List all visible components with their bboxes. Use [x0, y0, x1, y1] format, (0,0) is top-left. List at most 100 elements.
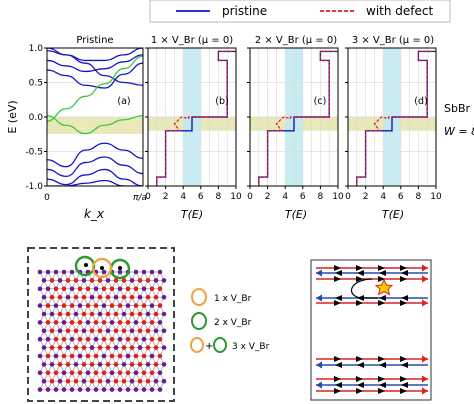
panel-c-xtick-2: 4	[282, 192, 288, 202]
panel-b-xtick-1: 2	[163, 192, 169, 202]
lattice-atom	[133, 336, 139, 342]
panel-a-ytick-0: 1.0	[29, 44, 44, 54]
lattice-atom	[145, 362, 151, 367]
panel-b-xlabel: T(E)	[181, 208, 203, 221]
band-line-9	[47, 179, 143, 186]
edge-arrow	[357, 270, 364, 276]
edge-arrow-head	[316, 381, 322, 389]
lattice-atom	[113, 378, 119, 384]
lattice-atom	[149, 286, 155, 292]
vacancy-dot-1	[84, 263, 88, 267]
lattice-atom	[65, 378, 71, 384]
panel-d-xtick-4: 8	[416, 192, 422, 202]
lattice-atom	[89, 345, 95, 350]
lattice-atom	[125, 303, 131, 308]
edge-arrow	[356, 276, 363, 282]
panel-c-xtick-1: 2	[265, 192, 271, 202]
edge-arrow	[357, 382, 364, 388]
panel-a-ytick-2: 0.0	[29, 113, 44, 123]
edge-arrow	[356, 376, 363, 382]
lattice-atom	[57, 345, 63, 350]
lattice-atom	[113, 362, 119, 367]
lattice-atom	[49, 278, 55, 283]
lattice-atom	[161, 294, 167, 300]
lattice-atom	[49, 328, 55, 334]
panel-b-xtick-4: 8	[216, 192, 222, 202]
lattice-atom	[81, 345, 87, 350]
lattice-atom	[81, 378, 87, 384]
edge-arrow	[379, 270, 386, 276]
lattice-atom	[117, 370, 123, 376]
edge-arrow	[378, 388, 385, 394]
lattice-atom	[153, 294, 159, 300]
lattice-atom	[61, 387, 67, 392]
edge-arrow-head	[316, 294, 322, 302]
edge-arrow	[356, 300, 363, 306]
lattice-atom	[133, 303, 139, 308]
lattice-atom	[45, 387, 51, 392]
lattice-atom	[89, 328, 95, 334]
lattice-atom	[77, 286, 83, 292]
lattice-atom	[157, 370, 163, 376]
lattice-atom	[41, 294, 47, 300]
lattice-atom	[113, 345, 119, 350]
lattice-atom	[77, 387, 83, 392]
lattice-atom	[141, 320, 147, 325]
lattice-atom	[81, 328, 87, 334]
lattice-atom	[73, 278, 79, 283]
panel-a-series	[47, 48, 143, 186]
lattice-atom	[105, 311, 111, 317]
lattice-atom	[105, 345, 111, 350]
lattice-atom	[101, 320, 107, 325]
lattice-atom	[105, 362, 111, 367]
edge-arrow	[379, 382, 386, 388]
panel-d-title: 3 × V_Br (μ = 0)	[352, 35, 434, 46]
lattice-atom	[53, 370, 59, 376]
edge-arrow	[334, 300, 341, 306]
lattice-atom	[65, 328, 71, 334]
lattice-atom	[45, 320, 51, 325]
lattice-atom	[65, 362, 71, 367]
edge-arrow	[335, 382, 342, 388]
lattice-atom	[133, 286, 139, 292]
lattice-atom	[41, 278, 47, 283]
lattice-atom	[81, 294, 87, 300]
lattice-atom	[141, 336, 147, 342]
lattice-atom	[101, 353, 107, 359]
band-line-5	[47, 114, 143, 135]
edge-arrow-head	[422, 264, 428, 272]
lattice-atom	[109, 286, 115, 292]
lattice-atom	[149, 336, 155, 342]
lattice-atom	[149, 269, 155, 275]
lattice-atom	[77, 303, 83, 308]
vacancy-orange-ring	[91, 257, 113, 279]
panel-a-ytick-1: 0.5	[29, 79, 43, 89]
lattice-atom	[61, 286, 67, 292]
lattice-atom	[65, 294, 71, 300]
panel-a-band-highlight	[47, 117, 143, 134]
lattice-atom	[161, 378, 167, 384]
lattice-atom	[141, 370, 147, 376]
vacancy-legend-orange-ring-small	[190, 337, 204, 353]
lattice-atom	[153, 311, 159, 317]
lattice-atom	[53, 286, 59, 292]
lattice-atom	[49, 345, 55, 350]
schematic-edge-channels	[316, 264, 428, 395]
lattice-atom	[61, 269, 67, 275]
lattice-atom	[57, 278, 63, 283]
lattice-atom	[101, 370, 107, 376]
panel-b-xtick-2: 4	[180, 192, 186, 202]
lattice-atom	[65, 345, 71, 350]
lattice-atom	[57, 294, 63, 300]
panel-d-tag: (d)	[414, 96, 427, 107]
lattice-atom	[57, 378, 63, 384]
lattice-atom	[69, 303, 75, 308]
lattice-atom	[97, 311, 103, 317]
edge-arrow	[378, 356, 385, 362]
lattice-atom	[145, 278, 151, 283]
lattice-atom	[161, 278, 167, 283]
lattice-atom	[145, 345, 151, 350]
edge-arrow-head	[422, 355, 428, 363]
lattice-atom	[49, 294, 55, 300]
lattice-atom	[69, 286, 75, 292]
